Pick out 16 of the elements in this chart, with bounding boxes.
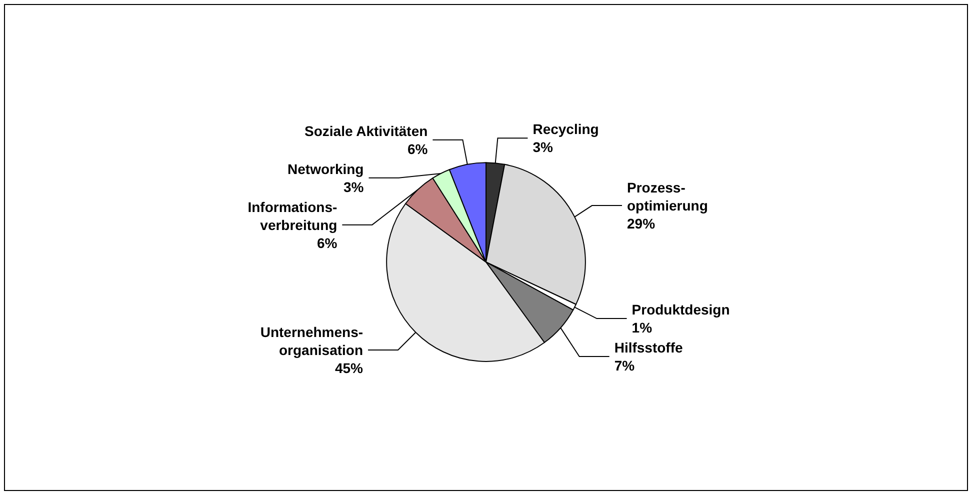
slice-label: Unternehmens- organisation — [260, 324, 364, 358]
slice-label: Hilfsstoffe — [614, 340, 683, 356]
data-label: 6% — [316, 234, 338, 251]
slice-label: Prozess- optimierung — [626, 180, 708, 214]
slice-label: Networking — [288, 160, 364, 177]
data-label: 3% — [344, 178, 364, 195]
data-label: 29% — [626, 216, 656, 232]
slice-label: Produktdesign — [632, 302, 730, 318]
slice-label: Recycling — [532, 121, 599, 138]
data-label: 1% — [632, 320, 653, 336]
data-label: 6% — [407, 140, 428, 157]
slice-label: Informations- verbreitung — [248, 198, 338, 233]
data-label: 7% — [614, 358, 636, 374]
slice-label: Soziale Aktivitäten — [304, 122, 428, 139]
data-label: 3% — [532, 139, 554, 156]
data-label: 45% — [334, 360, 364, 376]
